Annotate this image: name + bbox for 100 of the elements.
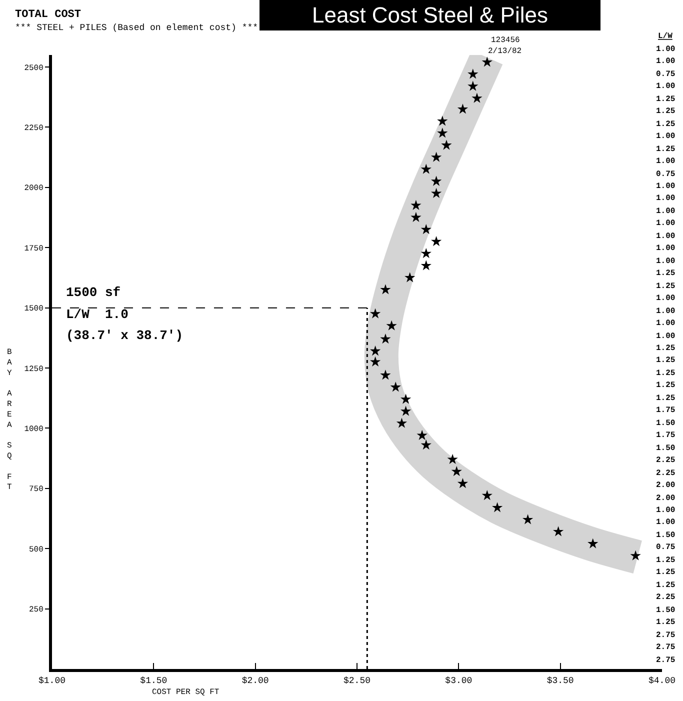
point — [386, 320, 397, 330]
point — [410, 212, 422, 222]
annotation: 1.00 — [656, 232, 676, 241]
annotation: 1.00 — [656, 307, 676, 316]
annotation: 1.75 — [656, 431, 676, 440]
annotation: 2.25 — [656, 456, 676, 465]
annotation: 1.00 — [656, 257, 676, 266]
annotation: 1.25 — [656, 282, 676, 291]
annotation: 2/13/82 — [488, 47, 522, 56]
y-tick-label: 2250 — [24, 124, 44, 134]
point — [370, 308, 381, 318]
y-tick-label: 1000 — [24, 425, 44, 434]
annotation: 1.00 — [656, 518, 676, 527]
annotation: 1.00 — [656, 207, 676, 216]
annotation: 1.25 — [656, 568, 676, 577]
point — [468, 68, 478, 79]
point — [400, 394, 412, 404]
annotation: 1.00 — [656, 82, 676, 91]
annotation: 1.25 — [656, 381, 676, 390]
y-tick-label: 2500 — [24, 64, 44, 73]
annotation: 1.00 — [656, 57, 676, 66]
annotation: 0.75 — [656, 170, 676, 179]
point — [420, 439, 432, 450]
point — [370, 346, 381, 356]
annotation: 1.00 — [656, 194, 676, 203]
point — [430, 176, 442, 186]
annotation: 1.00 — [656, 182, 676, 191]
point — [430, 236, 442, 246]
annotation: 1.00 — [656, 319, 676, 328]
annotation: 2.00 — [656, 481, 676, 490]
point — [522, 514, 534, 524]
point — [420, 224, 432, 234]
x-tick-label: $3.00 — [445, 676, 472, 686]
point — [588, 538, 598, 548]
chart-title: Least Cost Steel & Piles — [312, 2, 548, 28]
annotation: 2.00 — [656, 494, 676, 503]
annotation: 1.25 — [656, 107, 676, 116]
annotation: 1.25 — [656, 556, 676, 565]
annotation: 1.25 — [656, 145, 676, 154]
annotation: 1.25 — [656, 344, 676, 353]
point — [482, 490, 492, 500]
annotation: 2.25 — [656, 593, 676, 602]
annotation: 1.25 — [656, 269, 676, 278]
text: BAY AREA SQ FT — [7, 348, 12, 492]
annotation: 2.25 — [656, 469, 676, 478]
point — [430, 152, 442, 162]
annotation: 1.25 — [656, 369, 676, 378]
point — [552, 526, 564, 536]
annotation: 1.50 — [656, 531, 676, 540]
y-tick-label: 750 — [28, 485, 44, 494]
text: 123456 — [491, 36, 520, 45]
point — [457, 104, 468, 114]
annotation: 1.75 — [656, 406, 676, 415]
annotation: 1.25 — [656, 394, 676, 403]
annotation: 1.00 — [656, 332, 676, 341]
point — [430, 188, 442, 198]
annotation: 1.00 — [656, 244, 676, 253]
annotation: 1500 sf — [66, 285, 121, 300]
annotation: 1.50 — [656, 419, 676, 428]
point — [380, 284, 391, 294]
text: *** STEEL + PILES (Based on element cost) *** — [15, 23, 258, 33]
annotation: 1.25 — [656, 618, 676, 627]
annotation: L/W 1.0 — [66, 307, 129, 322]
y-tick-label: 2000 — [24, 184, 44, 194]
point — [404, 272, 416, 282]
x-tick-label: $1.50 — [140, 676, 168, 686]
x-tick-label: $2.00 — [242, 676, 269, 686]
point — [451, 466, 462, 476]
point — [630, 550, 641, 560]
point — [390, 382, 401, 392]
point — [457, 478, 468, 488]
annotation: 1.25 — [656, 120, 676, 129]
point — [441, 140, 452, 150]
annotation: 1.00 — [656, 157, 676, 166]
x-tick-label: $1.00 — [38, 676, 66, 686]
chart-subtitle: TOTAL COST — [15, 9, 82, 21]
point — [420, 248, 432, 258]
point — [380, 334, 391, 344]
text: L/W — [658, 32, 673, 41]
point — [396, 418, 408, 428]
x-axis-title: COST PER SQ FT — [152, 688, 220, 697]
y-tick-label: 1750 — [24, 244, 44, 254]
annotation: 1.25 — [656, 356, 676, 365]
annotation: 1.00 — [656, 294, 676, 303]
point — [472, 92, 482, 103]
point — [468, 80, 478, 91]
annotation: 1.25 — [656, 95, 676, 104]
annotation: 1.00 — [656, 506, 676, 515]
annotation: 2.75 — [656, 643, 676, 652]
x-tick-label: $3.50 — [546, 676, 574, 686]
annotation: 2.75 — [656, 656, 676, 665]
y-tick-label: 250 — [28, 606, 44, 615]
point — [380, 370, 391, 380]
x-tick-label: $4.00 — [648, 676, 676, 686]
point — [482, 56, 492, 67]
point — [420, 164, 432, 174]
point — [420, 260, 432, 270]
point — [370, 356, 381, 367]
annotation: 1.00 — [656, 219, 676, 228]
annotation: 0.75 — [656, 70, 676, 79]
